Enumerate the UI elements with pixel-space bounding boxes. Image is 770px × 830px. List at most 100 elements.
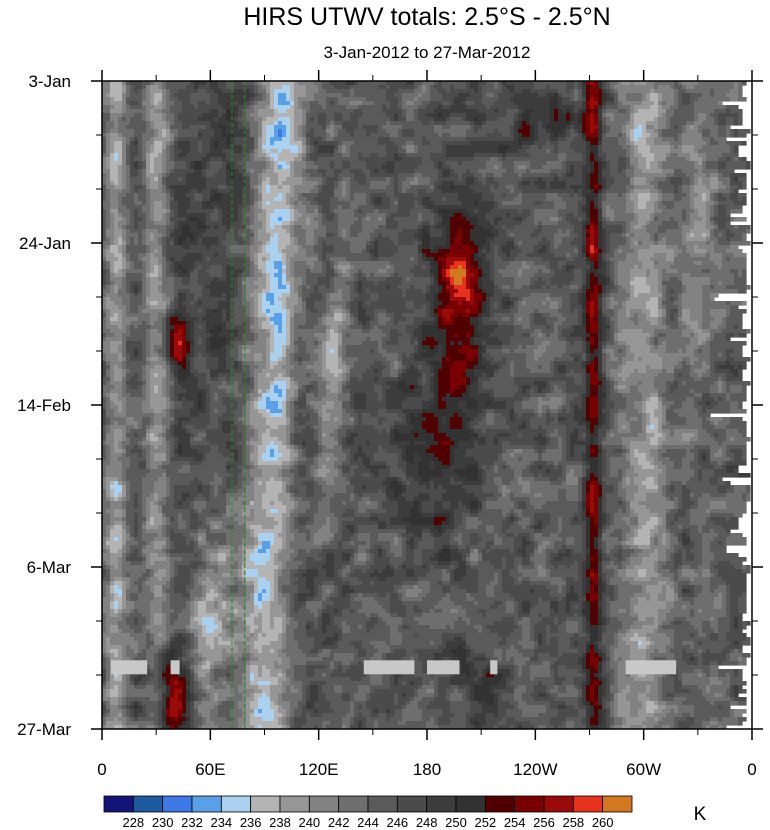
heatmap-cell [590, 313, 595, 318]
heatmap-cell [122, 265, 127, 270]
heatmap-cell [250, 225, 263, 230]
heatmap-cell [218, 185, 227, 190]
heatmap-cell [350, 305, 359, 310]
heatmap-cell [270, 213, 291, 218]
heatmap-cell [130, 101, 139, 106]
heatmap-cell [710, 205, 715, 210]
heatmap-cell [470, 93, 483, 98]
heatmap-cell [646, 125, 655, 130]
heatmap-cell [406, 101, 415, 106]
heatmap-cell [294, 209, 299, 214]
heatmap-cell [386, 265, 391, 270]
heatmap-cell [406, 117, 415, 122]
heatmap-cell [394, 169, 415, 174]
heatmap-cell [150, 233, 155, 238]
heatmap-cell [270, 85, 283, 90]
heatmap-cell [118, 317, 123, 322]
heatmap-cell [630, 313, 635, 318]
heatmap-cell [666, 229, 683, 234]
heatmap-cell [702, 305, 731, 310]
heatmap-cell [202, 165, 207, 170]
heatmap-cell [518, 173, 523, 178]
heatmap-cell [506, 241, 515, 246]
heatmap-cell [514, 137, 519, 142]
heatmap-cell [282, 277, 287, 282]
heatmap-cell [286, 313, 291, 318]
heatmap-cell [338, 97, 367, 102]
heatmap-cell [482, 249, 487, 254]
heatmap-cell [502, 301, 507, 306]
heatmap-cell [678, 313, 683, 318]
heatmap-cell [150, 245, 163, 250]
heatmap-cell [674, 113, 695, 118]
heatmap-cell [526, 217, 535, 222]
heatmap-cell [134, 161, 139, 166]
heatmap-cell [498, 269, 519, 274]
heatmap-cell [670, 317, 675, 322]
heatmap-cell [250, 325, 259, 330]
heatmap-cell [482, 305, 487, 310]
heatmap-cell [418, 113, 427, 118]
heatmap-cell [534, 81, 567, 86]
heatmap-cell [606, 321, 611, 326]
heatmap-cell [218, 117, 227, 122]
heatmap-cell [590, 117, 595, 122]
heatmap-cell [242, 217, 251, 222]
heatmap-cell [706, 141, 711, 146]
heatmap-cell [562, 97, 571, 102]
heatmap-cell [682, 313, 691, 318]
heatmap-cell [666, 153, 671, 158]
heatmap-cell [386, 161, 395, 166]
heatmap-cell [554, 109, 559, 114]
heatmap-cell [334, 285, 351, 290]
heatmap-cell [218, 113, 223, 118]
heatmap-cell [354, 81, 359, 86]
heatmap-cell [202, 133, 215, 138]
heatmap-cell [418, 225, 423, 230]
heatmap-cell [450, 273, 467, 278]
heatmap-cell [226, 173, 231, 178]
heatmap-cell [654, 89, 675, 94]
heatmap-cell [610, 261, 615, 266]
heatmap-cell [630, 237, 651, 242]
heatmap-cell [394, 141, 407, 146]
heatmap-cell [270, 141, 275, 146]
heatmap-cell [274, 105, 291, 110]
heatmap-cell [426, 189, 435, 194]
heatmap-cell [570, 285, 579, 290]
heatmap-cell [138, 233, 143, 238]
heatmap-cell [326, 301, 347, 306]
heatmap-cell [222, 129, 227, 134]
heatmap-cell [294, 285, 299, 290]
heatmap-cell [442, 221, 451, 226]
heatmap-cell [586, 109, 591, 114]
heatmap-cell [102, 281, 107, 286]
heatmap-cell [718, 185, 727, 190]
heatmap-cell [678, 185, 683, 190]
heatmap-cell [346, 309, 351, 314]
heatmap-cell [362, 225, 379, 230]
heatmap-cell [546, 281, 551, 286]
heatmap-cell [162, 93, 167, 98]
heatmap-cell [322, 209, 331, 214]
heatmap-cell [570, 169, 575, 174]
heatmap-cell [734, 145, 739, 150]
heatmap-cell [586, 141, 591, 146]
heatmap-cell [634, 125, 639, 130]
heatmap-cell [694, 185, 707, 190]
heatmap-cell [622, 145, 631, 150]
heatmap-cell [574, 105, 583, 110]
heatmap-cell [346, 305, 351, 310]
heatmap-cell [362, 285, 387, 290]
heatmap-cell [110, 205, 119, 210]
heatmap-cell [646, 205, 655, 210]
heatmap-cell [186, 333, 191, 338]
heatmap-cell [350, 249, 363, 254]
heatmap-cell [122, 309, 127, 314]
heatmap-cell [678, 105, 695, 110]
heatmap-cell [514, 101, 551, 106]
heatmap-cell [602, 149, 627, 154]
heatmap-cell [522, 117, 531, 122]
heatmap-cell [682, 317, 691, 322]
heatmap-cell [426, 85, 431, 90]
